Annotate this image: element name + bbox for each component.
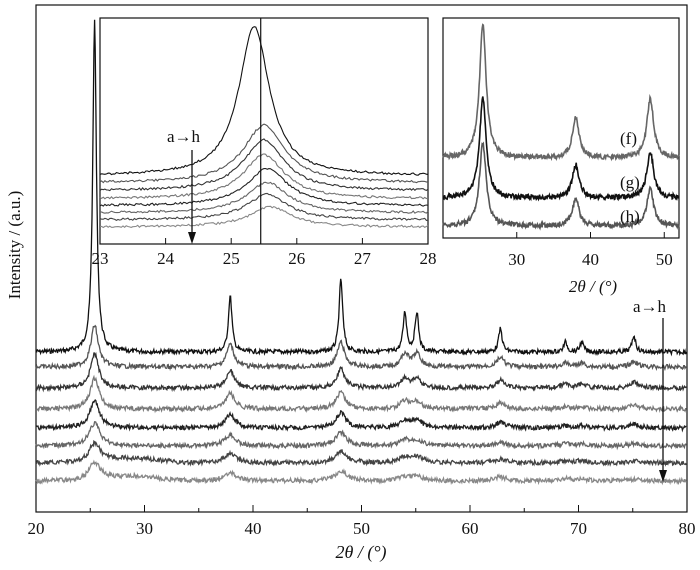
inset-left-series-line-d	[99, 153, 429, 200]
inset-right-x-ticks	[516, 232, 665, 238]
inset-left-series-order-arrowhead	[188, 232, 196, 244]
inset-right-series-label: (g)	[620, 173, 640, 192]
main-x-ticks	[35, 505, 688, 512]
inset-left-x-tick-label: 25	[223, 249, 240, 268]
inset-right-x-tick-label: 50	[656, 250, 673, 269]
inset-right: 30 40 50 (f) (g) (h) 2θ / (°)	[442, 17, 680, 296]
inset-right-series-labels: (f) (g) (h)	[620, 129, 640, 226]
inset-left-x-tick-label: 23	[92, 249, 109, 268]
main-series-line-e	[35, 398, 687, 433]
main-series-line-a	[35, 19, 687, 357]
inset-right-series-line	[442, 96, 680, 202]
inset-right-x-tick-label: 40	[582, 250, 599, 269]
inset-left-frame	[99, 17, 429, 245]
main-series-line-d	[35, 374, 687, 414]
main-x-tick-label: 50	[353, 519, 370, 538]
inset-left-x-tick-labels: 23 24 25 26 27 28	[92, 249, 437, 268]
main-series-order-arrowhead	[659, 470, 667, 482]
inset-right-series-line	[442, 23, 680, 162]
inset-left-x-tick-label: 24	[157, 249, 175, 268]
main-series-line-c	[35, 351, 687, 393]
inset-left-series-line-a	[99, 26, 429, 176]
inset-left-x-ticks	[99, 238, 429, 244]
inset-left-series-line-e	[99, 167, 429, 207]
main-series-order-annotation: a→h	[633, 297, 667, 316]
main-series-line-b	[35, 324, 687, 372]
inset-left-series-line-b	[99, 123, 429, 184]
inset-left-series-line-h	[99, 205, 429, 229]
main-x-axis-label: 2θ / (°)	[335, 542, 386, 563]
inset-right-series-label: (f)	[620, 129, 637, 148]
inset-left-series-group	[99, 26, 429, 229]
main-x-tick-label: 20	[28, 519, 45, 538]
main-x-tick-label: 80	[679, 519, 696, 538]
inset-right-series-line	[442, 141, 680, 231]
main-x-tick-labels: 20 30 40 50 60 70 80	[28, 519, 696, 538]
main-series-group	[35, 19, 687, 486]
inset-right-x-tick-labels: 30 40 50	[508, 250, 673, 269]
inset-left-x-tick-label: 27	[354, 249, 372, 268]
main-x-tick-label: 60	[462, 519, 479, 538]
main-series-line-h	[35, 459, 687, 486]
inset-left-series-order-annotation: a→h	[167, 127, 201, 146]
inset-left-series-line-g	[99, 192, 429, 222]
inset-right-series-group	[442, 23, 680, 231]
inset-left-series-line-f	[99, 181, 429, 214]
inset-right-x-axis-label: 2θ / (°)	[569, 277, 618, 296]
main-x-tick-label: 70	[570, 519, 587, 538]
inset-left: 23 24 25 26 27 28 a→h	[92, 17, 437, 268]
main-y-axis-label: Intensity / (a.u.)	[5, 191, 24, 300]
inset-left-series-line-c	[99, 138, 429, 192]
main-x-tick-label: 40	[245, 519, 262, 538]
inset-left-x-tick-label: 28	[420, 249, 437, 268]
inset-right-series-label: (h)	[620, 207, 640, 226]
main-x-tick-label: 30	[136, 519, 153, 538]
inset-right-frame	[442, 17, 680, 239]
main-series-line-g	[36, 439, 687, 467]
inset-right-x-tick-label: 30	[508, 250, 525, 269]
main-series-line-f	[35, 421, 687, 451]
inset-left-x-tick-label: 26	[288, 249, 305, 268]
